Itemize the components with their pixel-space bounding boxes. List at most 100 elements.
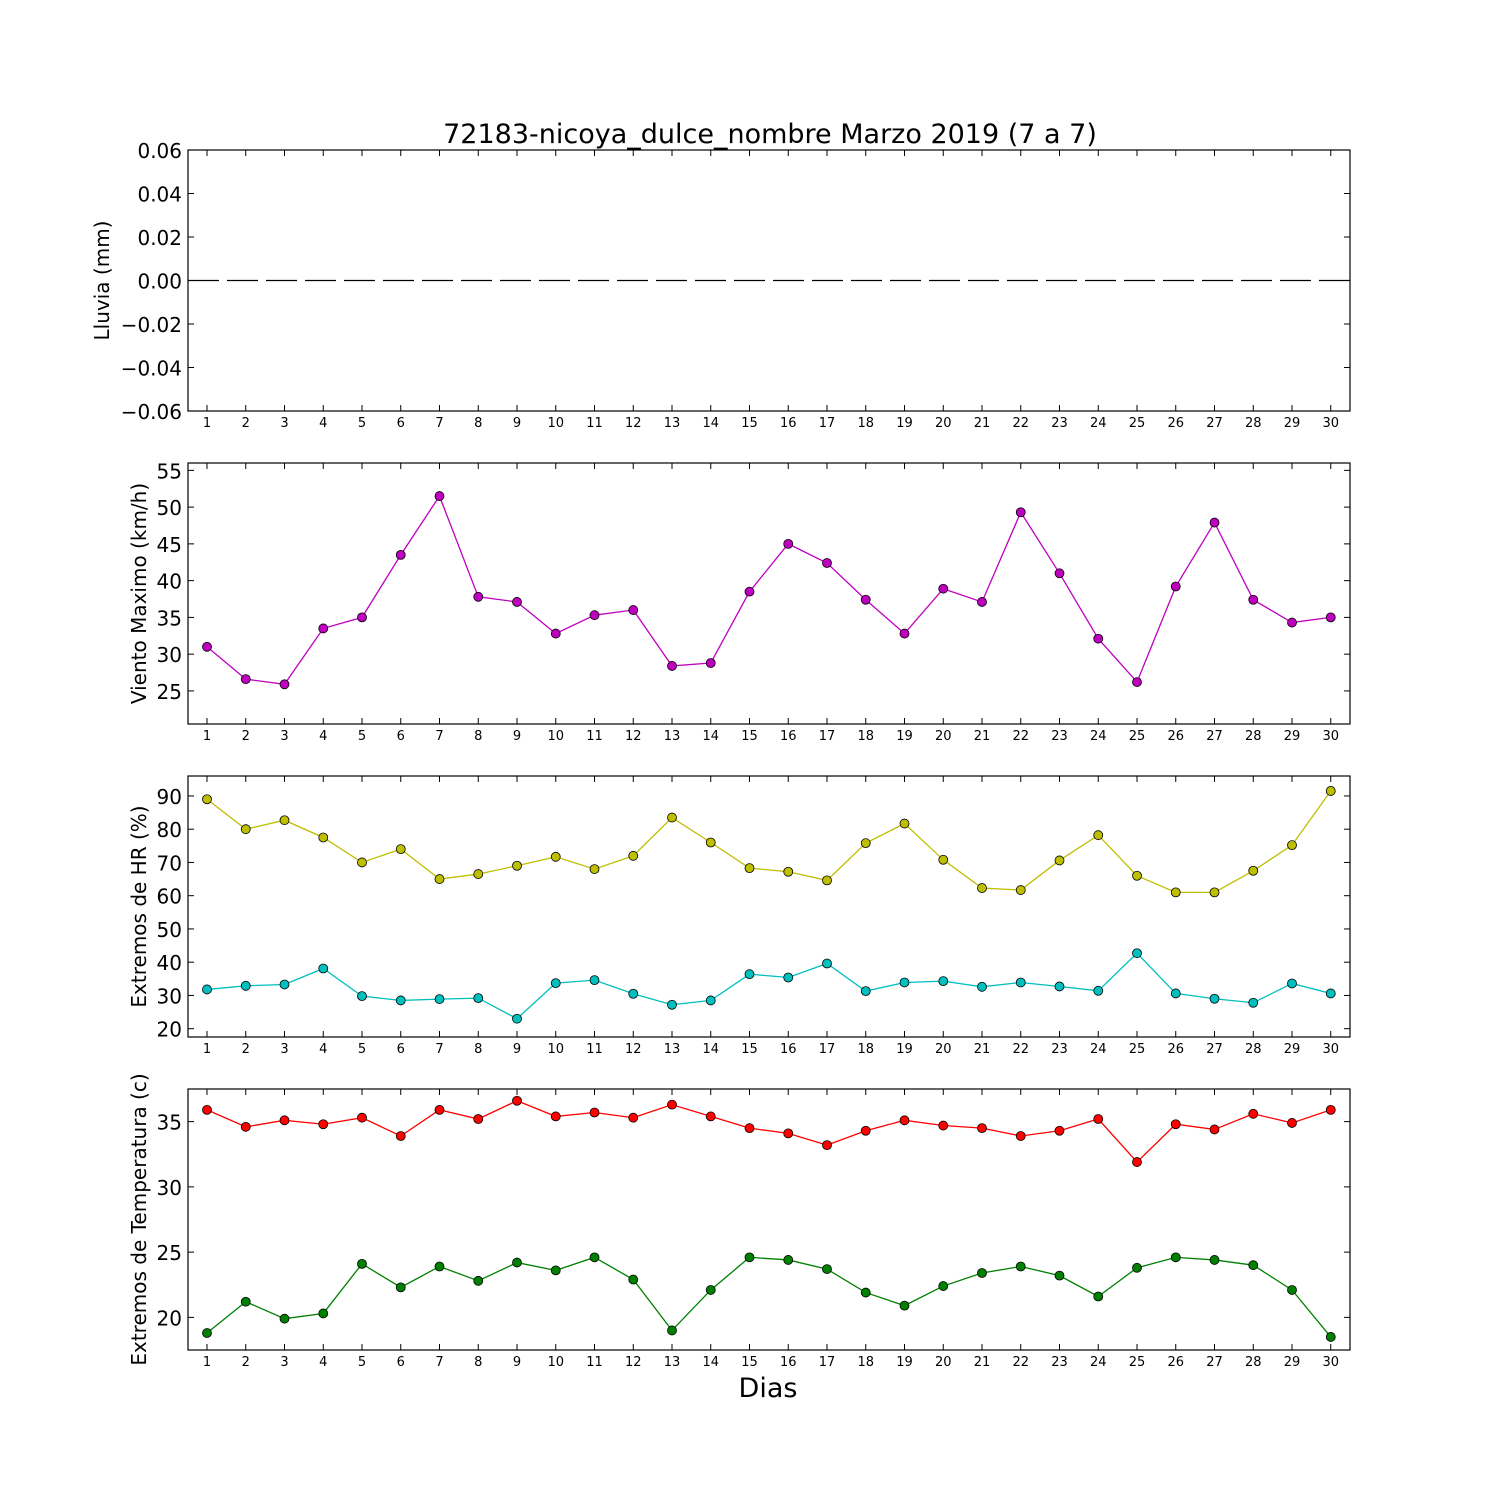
data-point [705,1111,716,1122]
x-tick-label: 14 [702,1042,719,1057]
data-point [744,1123,755,1134]
data-point [783,1128,794,1139]
y-axis-label: Extremos de HR (%) [127,805,151,1007]
x-tick-label: 19 [896,1355,913,1370]
data-point [1248,865,1259,876]
data-point [589,1107,600,1118]
data-point [744,969,755,980]
data-point [628,850,639,861]
series-line [206,790,1332,894]
data-point [1287,1118,1297,1128]
x-tick-label: 21 [974,1355,991,1370]
x-tick-label: 5 [358,729,366,744]
data-point [357,1112,367,1123]
y-tick-label: 90 [157,785,182,809]
plot-frame [187,462,1351,725]
data-point [1170,988,1181,999]
data-point [550,628,561,639]
x-tick-label: 12 [625,416,642,431]
x-tick-label: 26 [1167,416,1184,431]
x-tick-label: 25 [1129,416,1146,431]
data-point [977,597,987,607]
plot-frame [187,775,1351,1038]
x-tick-label: 15 [741,1355,758,1370]
y-tick-label: 30 [157,643,182,667]
x-tick-label: 9 [513,416,521,431]
x-tick-label: 26 [1167,1355,1184,1370]
data-point [1325,1332,1336,1342]
data-point [202,984,212,995]
x-tick-label: 9 [513,729,521,744]
x-tick-label: 30 [1322,1042,1339,1057]
data-point [822,958,832,969]
data-point [202,1328,212,1338]
data-point [512,860,522,871]
x-tick-label: 29 [1284,416,1301,431]
data-point [1132,1157,1142,1167]
data-point [1325,988,1336,999]
data-point [279,679,290,690]
data-point [977,1268,987,1278]
x-tick-label: 16 [780,729,797,744]
x-tick-label: 21 [974,1042,991,1057]
y-tick-label: 55 [157,459,182,483]
data-point [550,851,561,862]
y-tick-label: −0.04 [121,357,182,381]
data-point [1054,855,1065,866]
data-point [1248,1260,1259,1271]
x-tick-label: 16 [780,416,797,431]
y-tick-label: 30 [157,984,182,1008]
x-tick-label: 3 [280,729,288,744]
data-point [1209,993,1220,1004]
data-point [1325,786,1336,796]
y-tick-label: 45 [157,533,182,557]
x-tick-label: 6 [397,416,405,431]
x-tick-label: 19 [896,729,913,744]
x-tick-label: 10 [547,1355,564,1370]
x-tick-label: 12 [625,1042,642,1057]
x-tick-label: 17 [819,729,836,744]
x-tick-label: 20 [935,1042,952,1057]
x-tick-label: 30 [1322,416,1339,431]
y-tick-label: 30 [157,1176,182,1200]
x-tick-label: 1 [203,729,211,744]
y-tick-label: 0.06 [137,139,182,163]
x-tick-label: 10 [547,729,564,744]
data-point [977,981,987,992]
x-tick-label: 4 [319,729,327,744]
data-point [1209,1124,1220,1135]
data-point [1287,1285,1297,1295]
x-tick-label: 1 [203,1355,211,1370]
x-tick-label: 6 [397,1355,405,1370]
x-tick-label: 22 [1012,1355,1029,1370]
x-tick-label: 27 [1206,1355,1223,1370]
x-tick-label: 4 [319,416,327,431]
x-tick-label: 11 [586,416,603,431]
data-point [628,1274,639,1285]
data-point [512,1095,522,1106]
x-tick-label: 8 [474,1355,482,1370]
x-tick-label: 15 [741,1042,758,1057]
x-tick-label: 19 [896,416,913,431]
x-tick-label: 24 [1090,1355,1107,1370]
data-point [550,1111,561,1122]
data-point [434,874,445,884]
x-tick-label: 21 [974,416,991,431]
data-point [240,1121,251,1132]
x-tick-label: 8 [474,416,482,431]
data-point [1170,1119,1181,1130]
x-tick-label: 17 [819,1042,836,1057]
y-axis-label: Extremos de Temperatura (c) [127,1073,151,1365]
data-point [395,995,406,1006]
x-tick-label: 18 [857,729,874,744]
data-point [512,597,522,607]
x-tick-label: 23 [1051,1355,1068,1370]
y-tick-label: −0.02 [121,313,182,337]
x-tick-label: 29 [1284,1355,1301,1370]
chart-title: 72183-nicoya_dulce_nombre Marzo 2019 (7 … [443,119,1097,150]
data-point [860,1287,871,1298]
x-tick-label: 27 [1206,1042,1223,1057]
data-point [512,1257,522,1268]
